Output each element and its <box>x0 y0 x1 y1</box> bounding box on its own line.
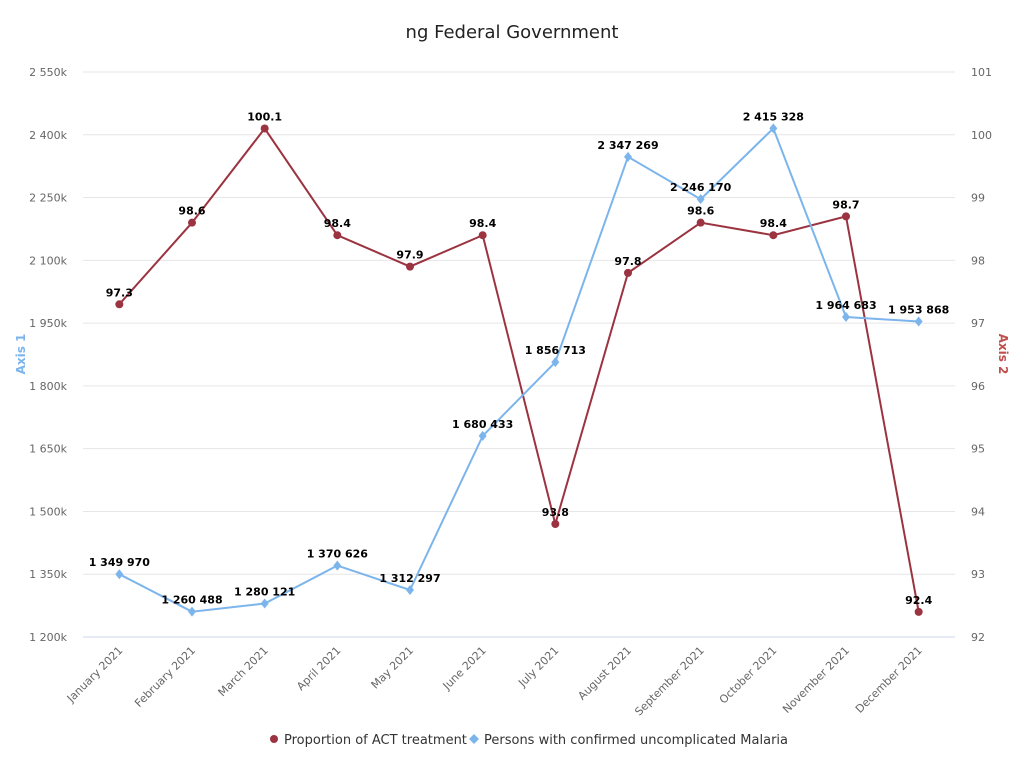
data-point[interactable] <box>551 520 560 528</box>
data-label: 1 370 626 <box>307 548 369 561</box>
left-tick-label: 1 500k <box>29 505 67 518</box>
right-tick-label: 96 <box>971 380 985 393</box>
x-tick-label: February 2021 <box>132 644 198 710</box>
data-label: 98.7 <box>832 198 859 211</box>
data-label: 1 953 868 <box>888 303 949 316</box>
data-point[interactable] <box>551 357 560 368</box>
legend-item-malaria[interactable]: Persons with confirmed uncomplicated Mal… <box>469 733 788 748</box>
data-label: 98.4 <box>760 217 787 230</box>
data-label: 1 349 970 <box>89 556 151 569</box>
legend-label-malaria: Persons with confirmed uncomplicated Mal… <box>484 733 788 748</box>
data-point[interactable] <box>115 300 124 309</box>
data-label: 97.3 <box>106 286 133 299</box>
left-tick-label: 2 100k <box>29 254 67 267</box>
right-tick-label: 97 <box>971 317 985 330</box>
data-point[interactable] <box>842 311 850 322</box>
right-tick-label: 99 <box>971 192 985 205</box>
right-tick-label: 100 <box>971 129 992 142</box>
right-tick-label: 94 <box>971 505 985 518</box>
data-label: 93.8 <box>542 506 569 519</box>
series-layer <box>115 123 923 617</box>
series-line-0 <box>118 126 920 613</box>
x-tick-label: October 2021 <box>717 644 780 707</box>
data-label: 1 680 433 <box>452 418 513 431</box>
data-point[interactable] <box>260 598 269 609</box>
right-tick-label: 93 <box>971 568 985 581</box>
data-point[interactable] <box>696 194 705 205</box>
gridlines <box>83 71 955 638</box>
x-tick-label: March 2021 <box>216 644 271 699</box>
right-axis-title: Axis 2 <box>996 334 1010 375</box>
data-point[interactable] <box>333 560 342 571</box>
data-point[interactable] <box>406 262 414 271</box>
data-label: 98.4 <box>324 217 351 230</box>
data-point[interactable] <box>478 231 487 240</box>
right-tick-label: 98 <box>971 254 985 267</box>
data-labels: 97.3 98.6 100.1 98.4 97.9 98.4 93.8 97.8 98.6 98.… <box>89 110 950 607</box>
data-point[interactable] <box>478 430 487 441</box>
legend-marker-act <box>270 735 278 743</box>
data-label: 1 280 121 <box>234 585 295 598</box>
left-tick-label: 1 200k <box>29 631 67 644</box>
data-point[interactable] <box>769 123 778 134</box>
data-point[interactable] <box>769 231 778 240</box>
data-label: 1 312 297 <box>379 572 440 585</box>
data-label: 92.4 <box>905 594 932 607</box>
legend-item-act[interactable]: Proportion of ACT treatment <box>270 733 467 748</box>
data-label: 2 415 328 <box>743 110 804 123</box>
series-line-1 <box>118 126 919 613</box>
left-tick-label: 1 800k <box>29 380 67 393</box>
legend: Proportion of ACT treatment Persons with… <box>270 733 788 748</box>
x-tick-label: December 2021 <box>853 644 925 716</box>
legend-label-act: Proportion of ACT treatment <box>284 733 467 748</box>
data-point[interactable] <box>115 569 124 580</box>
data-label: 98.6 <box>178 205 205 218</box>
left-tick-label: 2 550k <box>29 66 67 79</box>
data-point[interactable] <box>260 124 269 133</box>
left-axis-ticks: 1 200k 1 350k 1 500k 1 650k 1 800k 1 950k 2 10… <box>29 66 67 644</box>
left-tick-label: 2 250k <box>29 192 67 205</box>
data-point[interactable] <box>914 316 923 327</box>
x-tick-label: July 2021 <box>515 644 561 690</box>
legend-marker-malaria <box>469 734 479 744</box>
x-tick-label: November 2021 <box>780 644 852 716</box>
data-label: 97.8 <box>614 255 641 268</box>
data-label: 1 260 488 <box>161 594 222 607</box>
data-point[interactable] <box>188 606 196 617</box>
data-label: 97.9 <box>396 249 423 262</box>
right-tick-label: 92 <box>971 631 985 644</box>
x-tick-label: September 2021 <box>632 644 706 718</box>
left-tick-label: 1 950k <box>29 317 67 330</box>
right-axis-ticks: 92 93 94 95 96 97 98 99 100 101 <box>971 66 992 644</box>
data-label: 2 246 170 <box>670 181 732 194</box>
left-tick-label: 2 400k <box>29 129 67 142</box>
x-tick-label: April 2021 <box>294 644 343 693</box>
right-tick-label: 101 <box>971 66 992 79</box>
data-point[interactable] <box>914 607 923 616</box>
data-label: 2 347 269 <box>597 139 658 152</box>
x-tick-label: August 2021 <box>575 644 634 703</box>
data-point[interactable] <box>406 585 414 596</box>
data-point[interactable] <box>842 212 850 221</box>
right-tick-label: 95 <box>971 443 985 456</box>
left-axis-title: Axis 1 <box>14 334 28 375</box>
left-tick-label: 1 350k <box>29 568 67 581</box>
data-point[interactable] <box>333 231 342 240</box>
left-tick-label: 1 650k <box>29 443 67 456</box>
x-tick-label: January 2021 <box>64 644 126 706</box>
data-label: 100.1 <box>247 111 282 124</box>
data-point[interactable] <box>188 218 196 227</box>
data-label: 98.6 <box>687 205 714 218</box>
x-tick-label: May 2021 <box>369 644 417 692</box>
x-axis-ticks: January 2021 February 2021 March 2021 April… <box>64 644 925 718</box>
data-label: 1 964 683 <box>815 299 876 312</box>
data-label: 1 856 713 <box>525 344 586 357</box>
data-point[interactable] <box>624 151 632 162</box>
data-label: 98.4 <box>469 217 496 230</box>
data-point[interactable] <box>696 218 705 227</box>
data-point[interactable] <box>624 268 632 277</box>
x-tick-label: June 2021 <box>440 644 489 693</box>
chart-title: ng Federal Government <box>406 22 619 43</box>
